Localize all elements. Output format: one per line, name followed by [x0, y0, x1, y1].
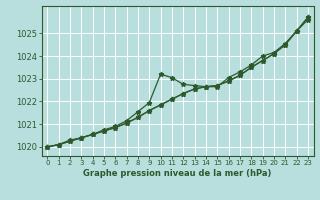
- X-axis label: Graphe pression niveau de la mer (hPa): Graphe pression niveau de la mer (hPa): [84, 169, 272, 178]
